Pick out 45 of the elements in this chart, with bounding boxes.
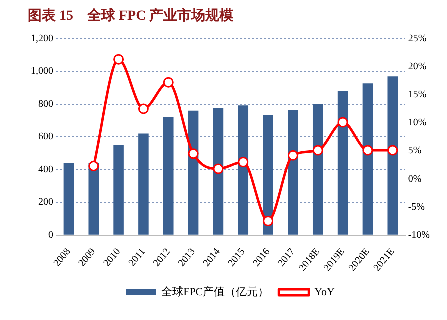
y-tick-label: 1,200 (31, 33, 54, 44)
y-tick-label: 400 (38, 164, 54, 176)
bar (288, 110, 298, 235)
y2-tick-label: 0% (408, 174, 422, 185)
bar (188, 110, 199, 235)
point (138, 104, 149, 114)
bar (88, 163, 100, 235)
bar (114, 145, 124, 235)
y2-tick-label: -10% (408, 230, 430, 241)
bar (238, 106, 249, 235)
bar (338, 92, 348, 235)
point (88, 160, 100, 172)
bar (263, 115, 274, 235)
y-tick-label: 600 (38, 132, 54, 143)
y-tick-label: 200 (38, 197, 54, 208)
point (213, 164, 224, 174)
point (188, 148, 199, 160)
y2-tick-label: 15% (408, 90, 427, 101)
y2-tick-label: 10% (408, 118, 427, 129)
y-tick-label: 800 (38, 98, 54, 110)
y-tick-label: 0 (48, 230, 54, 241)
point (114, 54, 124, 65)
point (238, 157, 249, 168)
y2-tick-label: 25% (408, 33, 427, 44)
bar (362, 84, 374, 235)
point (338, 117, 348, 128)
y-tick-label: 1,000 (31, 66, 54, 78)
y2-tick-label: -5% (408, 202, 426, 213)
bar (163, 117, 174, 235)
bar (213, 108, 224, 235)
point (362, 145, 374, 156)
point (388, 145, 398, 156)
point (312, 145, 324, 156)
y2-tick-label: 20% (408, 61, 427, 72)
y2-tick-label: 5% (408, 146, 422, 157)
bar (138, 134, 149, 235)
point (163, 77, 174, 88)
bar (64, 163, 74, 235)
legend-label: 全球FPC产值（亿元） (162, 285, 270, 298)
point (263, 216, 274, 226)
legend-label: YoY (314, 286, 335, 298)
bar (312, 104, 324, 235)
chart-title: 图表 15 全球 FPC 产业市场规模 (28, 7, 235, 24)
bar (388, 76, 398, 235)
point (288, 150, 298, 161)
